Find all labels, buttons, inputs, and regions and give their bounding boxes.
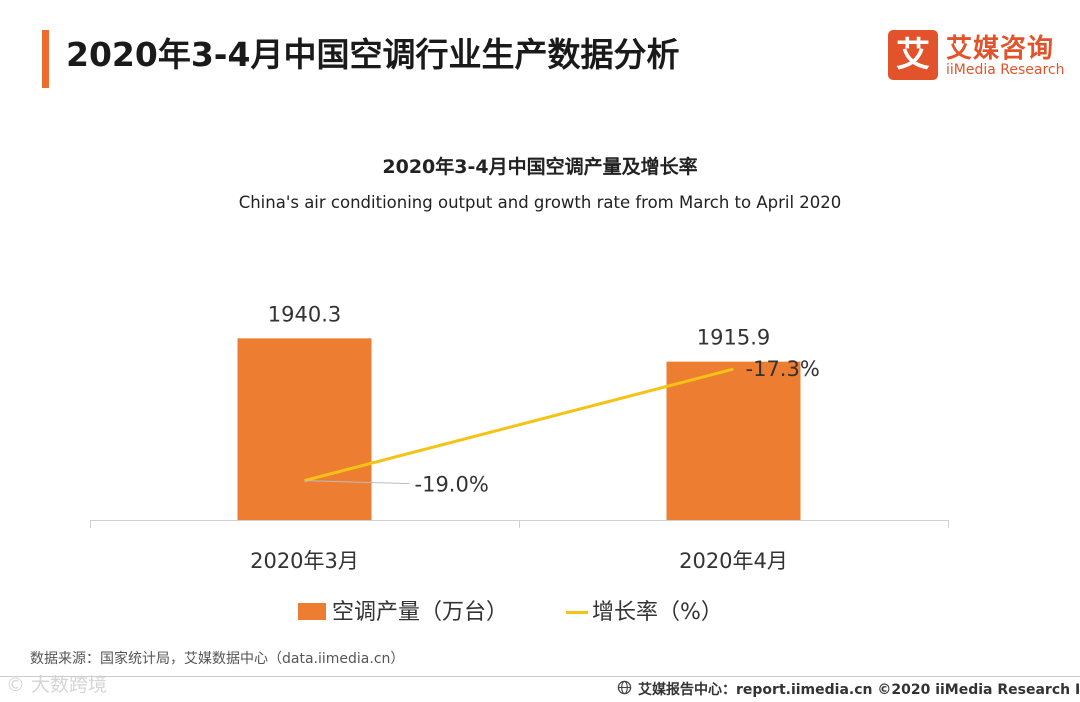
label-leader-line: [304, 480, 410, 485]
bar-2: [666, 361, 801, 520]
bar-1: [237, 338, 372, 520]
legend-line-swatch: [566, 611, 588, 614]
data-source-note: 数据来源：国家统计局，艾媒数据中心（data.iimedia.cn）: [30, 651, 405, 667]
brand-logo: 艾 艾媒咨询 iiMedia Research: [888, 28, 1065, 84]
logo-mark: 艾: [888, 30, 938, 80]
legend-line-label: 增长率（%）: [592, 600, 723, 625]
title-accent-bar: [42, 30, 49, 88]
growth-rate-line: [304, 367, 734, 483]
chart-subtitle: China's air conditioning output and grow…: [238, 193, 842, 212]
page-title: 2020年3-4月中国空调行业生产数据分析: [66, 35, 680, 74]
chart-title: 2020年3-4月中国空调产量及增长率: [382, 156, 698, 178]
line-value-label: -19.0%: [415, 473, 489, 497]
footer-divider: [0, 676, 1080, 677]
footer-copyright: 艾媒报告中心：report.iimedia.cn ©2020 iiMedia R…: [638, 682, 1080, 698]
globe-icon: [617, 680, 632, 695]
bar-value-label: 1915.9: [697, 326, 770, 350]
legend-bar-swatch: [298, 603, 326, 620]
line-value-label: -17.3%: [746, 357, 820, 381]
x-tick-label: 2020年4月: [679, 549, 788, 573]
logo-text-en: iiMedia Research: [946, 62, 1065, 78]
legend-bar-label: 空调产量（万台）: [332, 600, 509, 625]
chart-legend: 空调产量（万台） 增长率（%）: [0, 592, 1080, 632]
bar-value-label: 1940.3: [268, 302, 341, 326]
watermark: © 大数跨境: [6, 674, 108, 696]
logo-text-cn: 艾媒咨询: [946, 34, 1055, 64]
x-tick-label: 2020年3月: [250, 549, 359, 573]
